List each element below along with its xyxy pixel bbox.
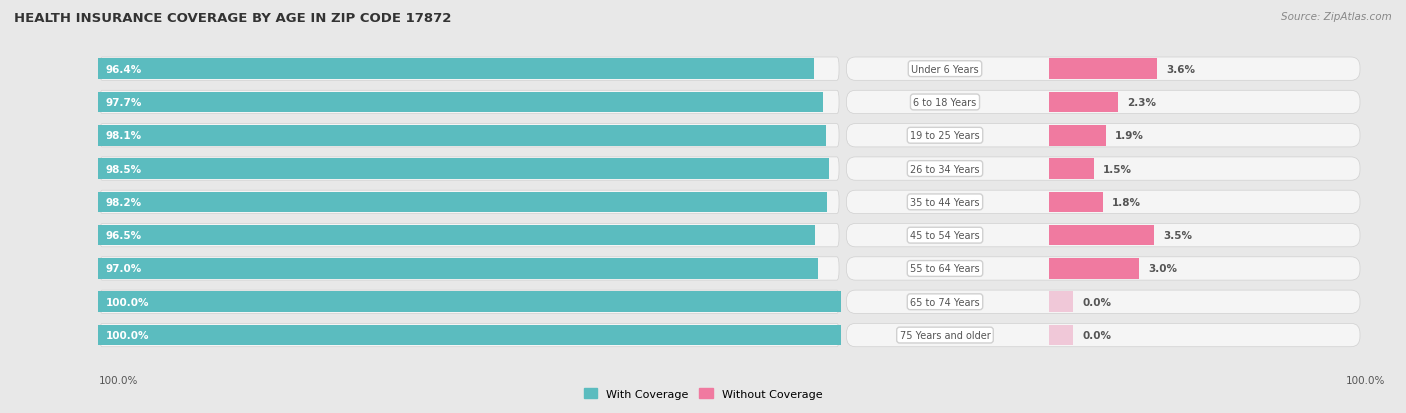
Bar: [98, 292, 841, 312]
Text: 98.5%: 98.5%: [105, 164, 142, 174]
Text: 100.0%: 100.0%: [105, 330, 149, 340]
Text: 1.9%: 1.9%: [1115, 131, 1144, 141]
Text: 1.5%: 1.5%: [1104, 164, 1132, 174]
Text: HEALTH INSURANCE COVERAGE BY AGE IN ZIP CODE 17872: HEALTH INSURANCE COVERAGE BY AGE IN ZIP …: [14, 12, 451, 25]
Bar: [1049, 59, 1157, 80]
Bar: [1049, 259, 1139, 279]
FancyBboxPatch shape: [100, 324, 839, 347]
FancyBboxPatch shape: [846, 324, 1360, 347]
FancyBboxPatch shape: [100, 191, 839, 214]
Bar: [98, 225, 814, 246]
FancyBboxPatch shape: [846, 124, 1360, 147]
Bar: [98, 59, 814, 80]
Bar: [1049, 93, 1118, 113]
Text: Source: ZipAtlas.com: Source: ZipAtlas.com: [1281, 12, 1392, 22]
FancyBboxPatch shape: [100, 124, 839, 147]
Text: 0.0%: 0.0%: [1083, 297, 1111, 307]
Text: 100.0%: 100.0%: [1346, 375, 1385, 385]
Text: 100.0%: 100.0%: [98, 375, 138, 385]
FancyBboxPatch shape: [846, 91, 1360, 114]
Text: 19 to 25 Years: 19 to 25 Years: [910, 131, 980, 141]
Bar: [98, 93, 824, 113]
FancyBboxPatch shape: [100, 224, 839, 247]
Text: 6 to 18 Years: 6 to 18 Years: [914, 98, 977, 108]
FancyBboxPatch shape: [100, 91, 839, 114]
Text: 97.7%: 97.7%: [105, 98, 142, 108]
FancyBboxPatch shape: [846, 58, 1360, 81]
Text: 65 to 74 Years: 65 to 74 Years: [910, 297, 980, 307]
FancyBboxPatch shape: [846, 224, 1360, 247]
Text: 3.5%: 3.5%: [1163, 230, 1192, 241]
Bar: [1049, 192, 1104, 213]
Text: 100.0%: 100.0%: [105, 297, 149, 307]
Bar: [1049, 126, 1107, 146]
FancyBboxPatch shape: [846, 157, 1360, 181]
Bar: [98, 259, 818, 279]
Bar: [1049, 292, 1073, 312]
Bar: [1049, 225, 1154, 246]
Text: Under 6 Years: Under 6 Years: [911, 64, 979, 74]
Text: 45 to 54 Years: 45 to 54 Years: [910, 230, 980, 241]
Text: 1.8%: 1.8%: [1112, 197, 1142, 207]
Bar: [98, 159, 830, 179]
Text: 75 Years and older: 75 Years and older: [900, 330, 990, 340]
FancyBboxPatch shape: [100, 257, 839, 280]
FancyBboxPatch shape: [846, 290, 1360, 313]
Text: 35 to 44 Years: 35 to 44 Years: [910, 197, 980, 207]
Bar: [98, 192, 827, 213]
Bar: [98, 325, 841, 346]
Bar: [1049, 325, 1073, 346]
Text: 96.5%: 96.5%: [105, 230, 142, 241]
Text: 96.4%: 96.4%: [105, 64, 142, 74]
FancyBboxPatch shape: [100, 157, 839, 181]
Text: 98.2%: 98.2%: [105, 197, 142, 207]
Bar: [98, 126, 827, 146]
Text: 55 to 64 Years: 55 to 64 Years: [910, 264, 980, 274]
Text: 97.0%: 97.0%: [105, 264, 142, 274]
Bar: [1049, 159, 1094, 179]
Legend: With Coverage, Without Coverage: With Coverage, Without Coverage: [579, 384, 827, 404]
Text: 26 to 34 Years: 26 to 34 Years: [910, 164, 980, 174]
FancyBboxPatch shape: [846, 191, 1360, 214]
Text: 0.0%: 0.0%: [1083, 330, 1111, 340]
FancyBboxPatch shape: [846, 257, 1360, 280]
FancyBboxPatch shape: [100, 58, 839, 81]
Text: 98.1%: 98.1%: [105, 131, 142, 141]
Text: 2.3%: 2.3%: [1128, 98, 1156, 108]
FancyBboxPatch shape: [100, 290, 839, 313]
Text: 3.6%: 3.6%: [1166, 64, 1195, 74]
Text: 3.0%: 3.0%: [1149, 264, 1177, 274]
